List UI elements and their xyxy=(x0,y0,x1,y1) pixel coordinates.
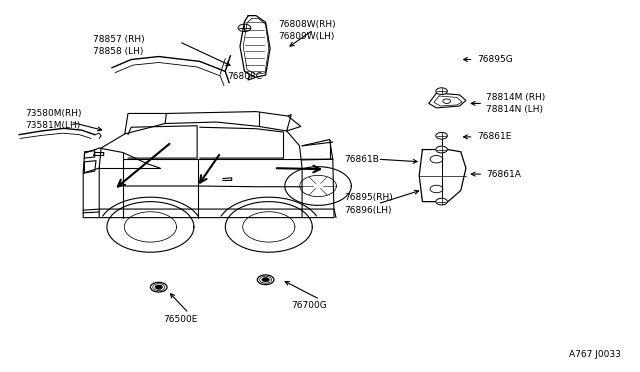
Text: 78814N (LH): 78814N (LH) xyxy=(486,105,543,114)
Text: 78858 (LH): 78858 (LH) xyxy=(93,47,143,56)
Text: 76861B: 76861B xyxy=(344,155,379,164)
Circle shape xyxy=(436,198,447,205)
Circle shape xyxy=(262,278,269,282)
Text: 76896(LH): 76896(LH) xyxy=(344,206,392,215)
Circle shape xyxy=(257,275,274,285)
Circle shape xyxy=(155,285,163,289)
Text: 73581M(LH): 73581M(LH) xyxy=(26,121,81,130)
Text: 73580M(RH): 73580M(RH) xyxy=(26,109,82,118)
Text: 76895(RH): 76895(RH) xyxy=(344,193,393,202)
Text: 76808C: 76808C xyxy=(227,72,262,81)
Text: 76809W(LH): 76809W(LH) xyxy=(278,32,335,41)
Text: 76808W(RH): 76808W(RH) xyxy=(278,20,336,29)
Text: 78857 (RH): 78857 (RH) xyxy=(93,35,145,44)
Text: 76700G: 76700G xyxy=(291,301,327,310)
Circle shape xyxy=(436,132,447,139)
Text: 76500E: 76500E xyxy=(163,315,198,324)
Circle shape xyxy=(436,88,447,94)
Text: 76861A: 76861A xyxy=(486,170,521,179)
Text: A767 J0033: A767 J0033 xyxy=(569,350,621,359)
Text: 76861E: 76861E xyxy=(477,132,511,141)
Text: 78814M (RH): 78814M (RH) xyxy=(486,93,546,102)
Circle shape xyxy=(436,146,447,153)
Circle shape xyxy=(150,282,167,292)
Text: 76895G: 76895G xyxy=(477,55,513,64)
